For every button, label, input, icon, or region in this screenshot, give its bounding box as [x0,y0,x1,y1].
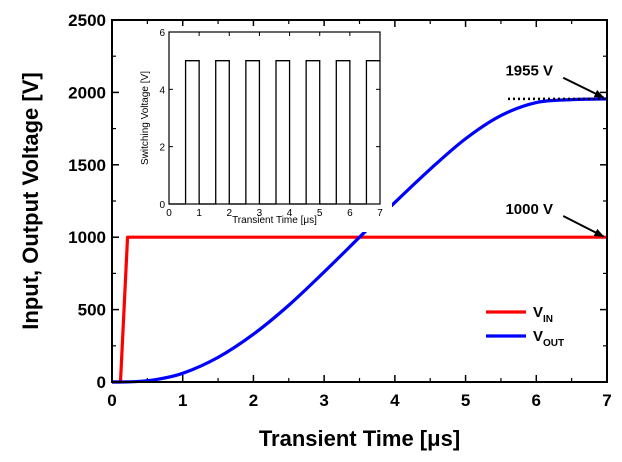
inset-y-axis-title: Switching Voltage [V] [140,71,151,165]
y-tick-label: 1000 [68,228,106,247]
legend-label: VOUT [533,328,564,349]
inset-y-tick-label: 2 [159,143,165,154]
plot-frame [111,19,608,383]
inset-x-tick-label: 1 [196,208,202,219]
legend-label-sub: IN [543,314,553,325]
inset-x-tick-label: 3 [257,208,263,219]
legend-label: VIN [533,304,553,325]
annotation-arrow [562,76,605,99]
y-tick-label: 2500 [68,11,106,30]
inset-x-tick-label: 7 [377,208,383,219]
annotation-arrow [562,215,605,238]
legend-label-main: V [533,304,543,321]
inset-frame [168,31,381,205]
y-tick-label: 2000 [68,83,106,102]
legend-label-main: V [533,328,543,345]
inset-x-axis-title: Transient Time [μs] [232,215,317,226]
y-tick-label: 500 [78,301,106,320]
inset-x-tick-label: 2 [227,208,233,219]
inset-y-tick-label: 4 [159,85,165,96]
x-axis-title: Transient Time [μs] [259,426,460,451]
x-tick-label: 1 [178,391,187,410]
inset-y-tick-label: 0 [159,200,165,211]
inset-x-tick-label: 6 [347,208,353,219]
x-tick-label: 4 [390,391,400,410]
inset-y-tick-label: 6 [159,28,165,39]
annotation-label: 1955 V [505,63,553,80]
inset-x-tick-label: 4 [287,208,293,219]
x-tick-label: 2 [249,391,258,410]
x-tick-label: 0 [107,391,116,410]
series-line-v-out [111,97,608,384]
inset-x-tick-label: 0 [166,208,172,219]
y-tick-label: 1500 [68,156,106,175]
x-tick-label: 6 [532,391,541,410]
annotation-label: 1000 V [505,201,553,218]
legend-label-sub: OUT [543,338,564,349]
inset-x-tick-label: 5 [317,208,323,219]
y-axis-title: Input, Output Voltage [V] [18,72,43,329]
y-tick-label: 0 [97,373,106,392]
x-tick-label: 5 [461,391,470,410]
x-tick-label: 3 [319,391,328,410]
inset-plot: 0 1 2 3 4 5 6 7 0 2 4 6 Transient Time [μs] Switching… [122,26,392,232]
x-tick-label: 7 [602,391,611,410]
